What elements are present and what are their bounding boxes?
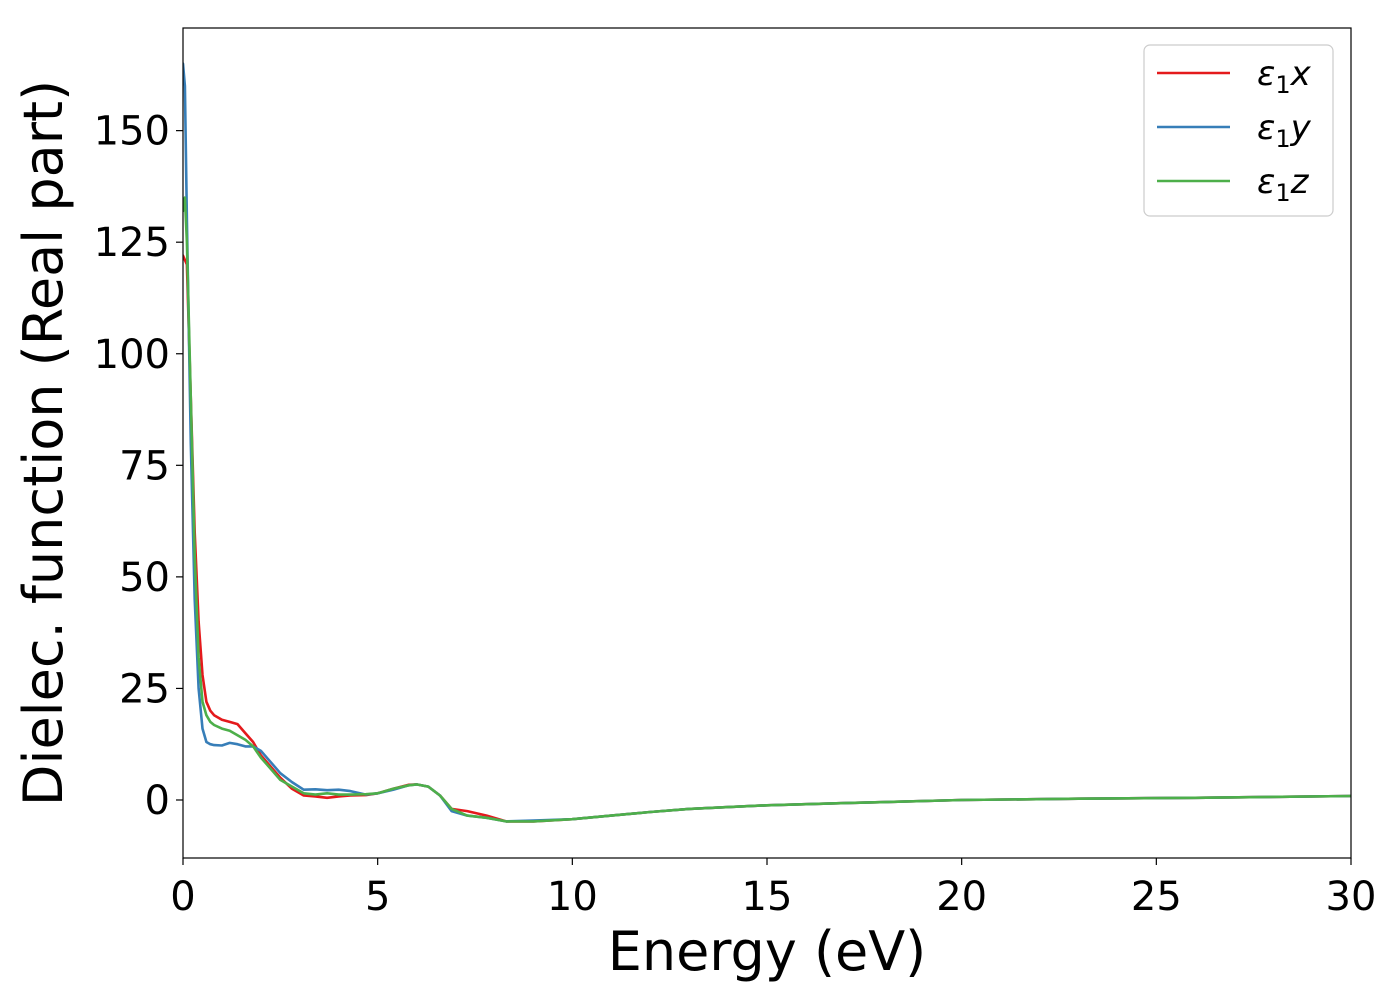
- x-tick-label: 25: [1131, 874, 1182, 920]
- legend-subscript: 1: [1275, 125, 1290, 153]
- legend-component: z: [1290, 162, 1310, 202]
- x-tick-label: 15: [742, 874, 793, 920]
- legend-component: x: [1290, 54, 1312, 94]
- y-tick-label: 75: [119, 443, 170, 489]
- legend-component: y: [1290, 108, 1312, 148]
- legend-label-y: ε1y: [1257, 108, 1312, 153]
- legend-label-z: ε1z: [1257, 162, 1310, 207]
- x-axis-title: Energy (eV): [608, 920, 927, 983]
- series-line-z: [183, 196, 1351, 823]
- y-tick-label: 100: [94, 332, 170, 378]
- legend-subscript: 1: [1275, 71, 1290, 99]
- y-axis: 0 25 50 75 100 125 150: [94, 109, 183, 824]
- y-tick-label: 25: [119, 666, 170, 712]
- series-layer: [183, 62, 1351, 823]
- y-axis-title: Dielec. function (Real part): [12, 80, 75, 806]
- legend-epsilon: ε: [1257, 162, 1275, 202]
- legend-box: [1143, 44, 1334, 217]
- y-tick-label: 0: [145, 778, 170, 824]
- legend-subscript: 1: [1275, 179, 1290, 207]
- y-tick-label: 125: [94, 220, 170, 266]
- legend-label-x: ε1x: [1257, 54, 1312, 99]
- x-tick-label: 10: [547, 874, 598, 920]
- y-tick-label: 50: [119, 555, 170, 601]
- y-tick-label: 150: [94, 109, 170, 155]
- x-axis: 0 5 10 15 20 25 30: [170, 858, 1376, 920]
- x-tick-label: 0: [170, 874, 195, 920]
- legend-epsilon: ε: [1257, 108, 1275, 148]
- x-tick-label: 20: [936, 874, 987, 920]
- legend-epsilon: ε: [1257, 54, 1275, 94]
- x-tick-label: 30: [1326, 874, 1377, 920]
- x-tick-label: 5: [365, 874, 390, 920]
